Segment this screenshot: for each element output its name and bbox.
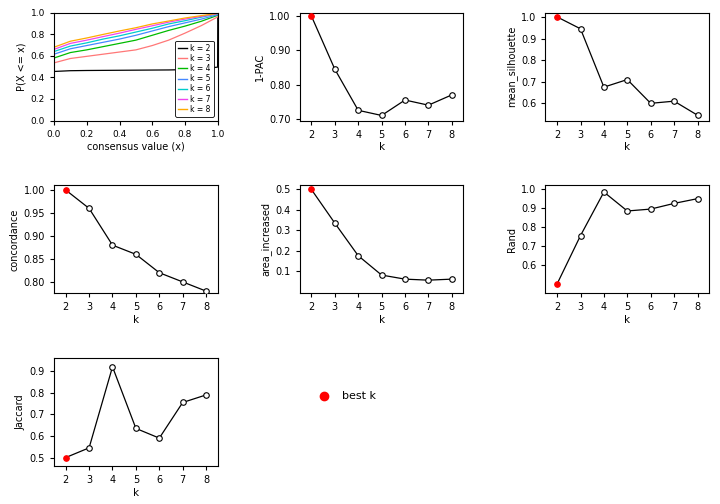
X-axis label: k: k — [379, 315, 384, 325]
X-axis label: k: k — [132, 488, 139, 498]
Y-axis label: mean_silhouette: mean_silhouette — [506, 26, 517, 107]
X-axis label: k: k — [132, 315, 139, 325]
X-axis label: k: k — [624, 315, 631, 325]
Y-axis label: 1-PAC: 1-PAC — [255, 52, 265, 81]
Text: best k: best k — [342, 391, 377, 401]
Y-axis label: Jaccard: Jaccard — [15, 395, 25, 430]
Y-axis label: Rand: Rand — [507, 227, 517, 252]
Y-axis label: area_increased: area_increased — [260, 203, 271, 276]
Legend: k = 2, k = 3, k = 4, k = 5, k = 6, k = 7, k = 8: k = 2, k = 3, k = 4, k = 5, k = 6, k = 7… — [175, 41, 214, 117]
X-axis label: k: k — [379, 143, 384, 152]
X-axis label: k: k — [624, 143, 631, 152]
Y-axis label: concordance: concordance — [9, 208, 19, 271]
Y-axis label: P(X <= x): P(X <= x) — [17, 42, 27, 91]
X-axis label: consensus value (x): consensus value (x) — [87, 142, 185, 151]
